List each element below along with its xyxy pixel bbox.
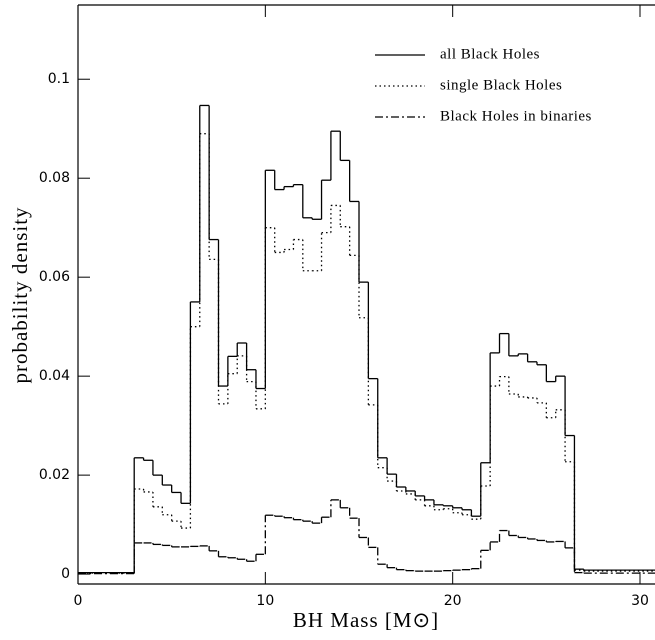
y-tick-label: 0.1: [48, 71, 70, 87]
x-tick-label: 10: [256, 593, 274, 609]
x-tick-label: 20: [444, 593, 462, 609]
y-tick-label: 0.04: [39, 368, 70, 384]
y-tick-label: 0: [61, 566, 70, 582]
y-axis-label: probability density: [8, 206, 32, 383]
x-axis-label: BH Mass [M⊙]: [293, 608, 439, 632]
y-tick-label: 0.02: [39, 467, 70, 483]
y-tick-label: 0.06: [39, 269, 70, 285]
legend-label: all Black Holes: [440, 46, 540, 62]
x-tick-label: 0: [74, 593, 83, 609]
legend-label: single Black Holes: [440, 77, 562, 93]
x-tick-label: 30: [631, 593, 649, 609]
y-tick-label: 0.08: [39, 170, 70, 186]
legend-label: Black Holes in binaries: [440, 108, 592, 124]
